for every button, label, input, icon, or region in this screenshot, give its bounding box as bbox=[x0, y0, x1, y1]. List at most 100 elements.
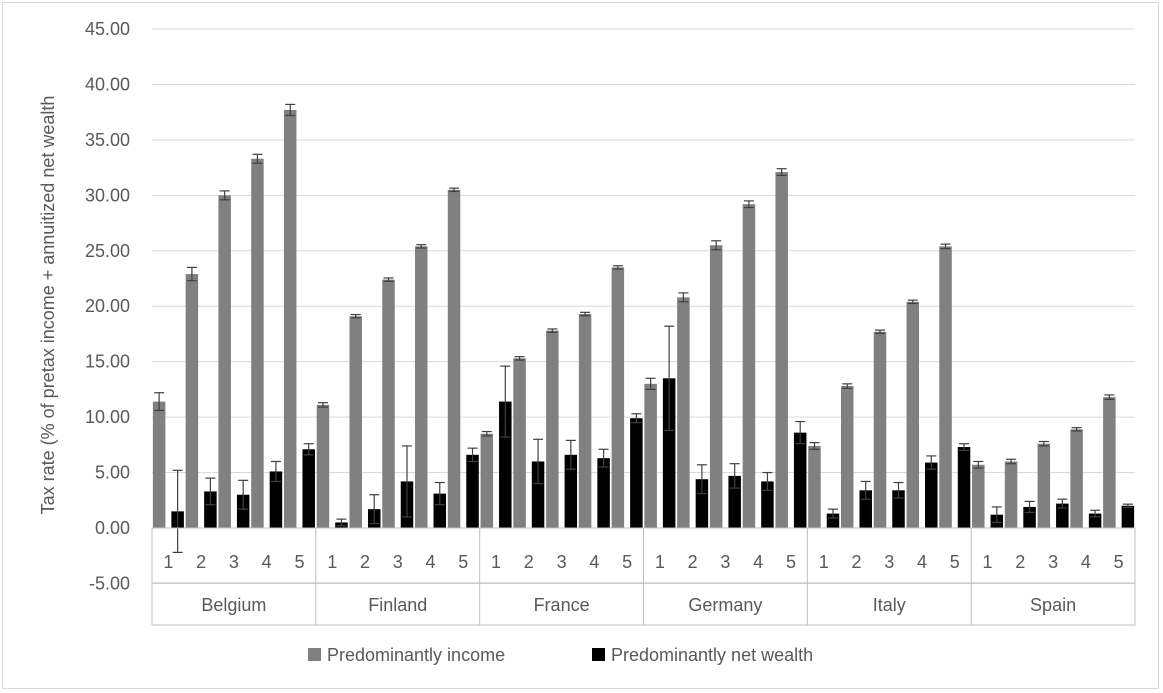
income-bar-germany-2 bbox=[677, 297, 690, 528]
x-tick-label: 5 bbox=[1114, 552, 1124, 572]
income-bar-italy-5 bbox=[939, 246, 952, 528]
error-bar bbox=[303, 443, 314, 456]
x-tick-label: 5 bbox=[458, 552, 468, 572]
legend-item-net-wealth: Predominantly net wealth bbox=[592, 645, 813, 665]
y-tick-label: 15.00 bbox=[85, 352, 130, 372]
x-tick-label: 2 bbox=[1015, 552, 1025, 572]
error-bar bbox=[1024, 500, 1035, 514]
error-bar bbox=[369, 494, 380, 525]
error-bar bbox=[186, 266, 197, 282]
income-bar-belgium-4 bbox=[251, 158, 264, 529]
error-bar bbox=[547, 328, 558, 333]
legend-swatch bbox=[592, 648, 605, 661]
gridlines bbox=[152, 28, 1135, 584]
error-bar bbox=[500, 365, 511, 438]
x-tick-label: 5 bbox=[786, 552, 796, 572]
group-label-italy: Italy bbox=[873, 595, 906, 615]
x-tick-label: 3 bbox=[720, 552, 730, 572]
error-bar bbox=[612, 265, 623, 270]
error-bar bbox=[270, 460, 281, 483]
income-bar-france-2 bbox=[513, 358, 526, 528]
wealth-bar-france-1 bbox=[499, 401, 512, 528]
income-bar-finland-5 bbox=[447, 189, 461, 529]
x-tick-label: 1 bbox=[163, 552, 173, 572]
income-bar-belgium-5 bbox=[283, 109, 297, 529]
income-bar-finland-2 bbox=[349, 316, 362, 528]
wealth-bar-france-2 bbox=[531, 461, 545, 528]
error-bar bbox=[336, 518, 347, 527]
x-tick-label: 4 bbox=[262, 552, 272, 572]
x-tick-label: 3 bbox=[229, 552, 239, 572]
x-tick-label: 2 bbox=[688, 552, 698, 572]
y-axis-title: Tax rate (% of pretax income + annuitize… bbox=[38, 96, 58, 515]
legend-label: Predominantly net wealth bbox=[611, 645, 813, 665]
income-bar-germany-1 bbox=[644, 383, 657, 528]
error-bar bbox=[434, 481, 445, 506]
error-bar bbox=[580, 311, 591, 317]
legend-item-income: Predominantly income bbox=[308, 645, 505, 665]
error-bar bbox=[1038, 440, 1049, 447]
income-bar-france-5 bbox=[611, 267, 625, 528]
income-bar-belgium-2 bbox=[185, 274, 199, 528]
error-bars bbox=[154, 103, 1133, 553]
income-bar-italy-3 bbox=[873, 331, 887, 528]
income-bar-spain-5 bbox=[1103, 397, 1116, 528]
error-bar bbox=[827, 508, 838, 519]
y-tick-label: 40.00 bbox=[85, 74, 130, 94]
y-tick-label: 5.00 bbox=[95, 463, 130, 483]
x-tick-label: 5 bbox=[950, 552, 960, 572]
error-bar bbox=[402, 445, 412, 518]
wealth-bar-germany-1 bbox=[662, 378, 676, 528]
group-label-spain: Spain bbox=[1030, 595, 1076, 615]
error-bar bbox=[860, 480, 871, 500]
error-bar bbox=[743, 200, 754, 209]
error-bar bbox=[598, 448, 609, 468]
wealth-bar-italy-4 bbox=[925, 462, 938, 528]
y-tick-label: 45.00 bbox=[85, 19, 130, 39]
error-bar bbox=[678, 292, 689, 303]
income-bar-belgium-3 bbox=[218, 195, 231, 529]
x-tick-label: 4 bbox=[426, 552, 436, 572]
x-tick-label: 1 bbox=[491, 552, 501, 572]
error-bar bbox=[1122, 503, 1133, 509]
x-tick-label: 5 bbox=[622, 552, 632, 572]
error-bar bbox=[907, 299, 918, 305]
x-tick-label: 1 bbox=[327, 552, 337, 572]
legend-swatch bbox=[308, 648, 321, 661]
error-bar bbox=[795, 420, 806, 445]
error-bar bbox=[154, 392, 165, 412]
error-bar bbox=[481, 430, 492, 437]
y-tick-label: -5.00 bbox=[89, 573, 130, 593]
wealth-bar-italy-3 bbox=[892, 490, 905, 528]
wealth-bar-germany-2 bbox=[695, 479, 709, 528]
income-bar-germany-3 bbox=[709, 245, 723, 528]
y-tick-label: 10.00 bbox=[85, 407, 130, 427]
error-bar bbox=[959, 443, 970, 451]
y-tick-label: 35.00 bbox=[85, 130, 130, 150]
wealth-bar-spain-5 bbox=[1121, 505, 1135, 528]
income-bar-france-3 bbox=[546, 330, 559, 528]
error-bar bbox=[205, 477, 216, 506]
wealth-bar-belgium-3 bbox=[236, 494, 250, 528]
wealth-bar-france-5 bbox=[630, 418, 643, 528]
error-bar bbox=[252, 153, 263, 164]
x-tick-label: 2 bbox=[360, 552, 370, 572]
error-bar bbox=[776, 168, 787, 176]
income-bar-france-4 bbox=[578, 313, 592, 528]
wealth-bar-belgium-5 bbox=[302, 449, 315, 528]
error-bar bbox=[565, 439, 576, 470]
wealth-bar-italy-1 bbox=[826, 513, 840, 528]
group-label-finland: Finland bbox=[368, 595, 427, 615]
wealth-bar-finland-5 bbox=[466, 454, 479, 528]
error-bar bbox=[875, 329, 885, 334]
error-bar bbox=[696, 464, 707, 495]
error-bar bbox=[533, 438, 544, 485]
error-bar bbox=[631, 413, 642, 424]
error-bar bbox=[416, 244, 427, 249]
legend: Predominantly income Predominantly net we… bbox=[308, 645, 813, 665]
error-bar bbox=[1104, 394, 1115, 400]
error-bar bbox=[729, 463, 740, 489]
x-tick-label: 1 bbox=[983, 552, 993, 572]
error-bar bbox=[842, 383, 853, 389]
